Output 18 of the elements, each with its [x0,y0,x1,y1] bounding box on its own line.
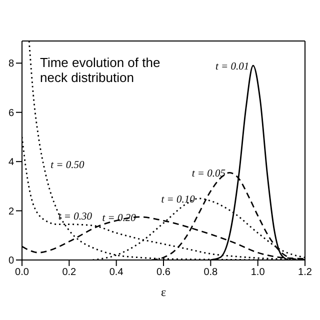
x-tick-label: 0.0 [15,267,30,278]
annotation: Time evolution of the neck distribution [40,55,162,85]
y-tick-label: 2 [8,206,14,218]
x-tick-label: 0.4 [109,267,124,278]
x-axis-title: ε [160,285,166,299]
y-tick-label: 4 [8,157,14,168]
x-tick-label: 1.2 [298,267,312,278]
y-tick-label: 6 [8,108,14,119]
y-tick-label: 0 [8,256,14,267]
x-tick-label: 1.0 [250,267,266,278]
series-label: t = 0.05 [192,168,226,180]
x-tick-label: 0.8 [204,267,218,278]
series-label: t = 0.01 [215,62,250,73]
series-label: t = 0.10 [161,194,196,206]
x-tick-label: 0.6 [156,267,171,278]
y-tick-label: 8 [8,58,14,70]
series-label: t = 0.50 [50,160,85,171]
x-tick-label: 0.2 [62,267,77,278]
